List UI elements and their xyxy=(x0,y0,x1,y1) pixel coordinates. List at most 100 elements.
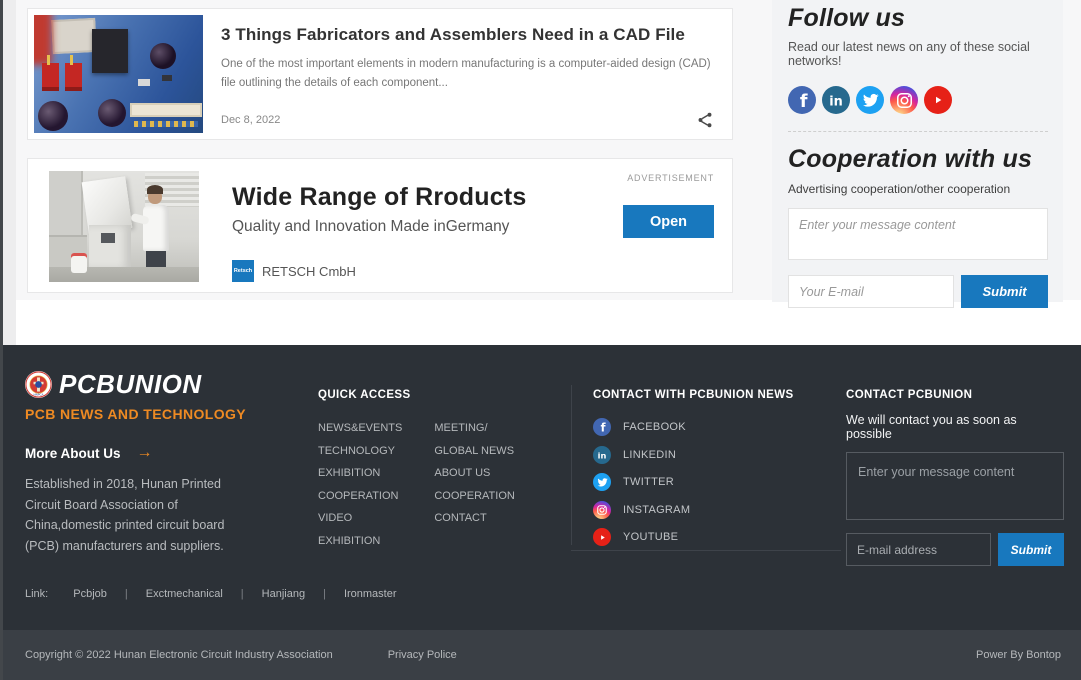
article-thumbnail[interactable] xyxy=(34,15,203,133)
ad-open-button[interactable]: Open xyxy=(623,205,714,238)
cooperation-email-input[interactable] xyxy=(788,275,954,308)
instagram-icon xyxy=(593,500,611,519)
svg-text:HNPCA: HNPCA xyxy=(33,392,43,396)
link-pcbjob[interactable]: Pcbjob xyxy=(73,588,107,600)
contact-pcbunion-subtitle: We will contact you as soon as possible xyxy=(846,413,1017,441)
svg-text:in: in xyxy=(829,94,843,109)
linkedin-icon[interactable]: in xyxy=(822,86,850,114)
facebook-icon[interactable]: f xyxy=(788,86,816,114)
quick-access-col1: NEWS&EVENTS TECHNOLOGY EXHIBITION COOPER… xyxy=(318,422,402,557)
cooperation-subtitle: Advertising cooperation/other cooperatio… xyxy=(788,182,1011,196)
twitter-icon xyxy=(593,473,611,491)
more-about-us-label: More About Us xyxy=(25,445,121,461)
footer-link-global-news[interactable]: GLOBAL NEWS xyxy=(434,444,515,457)
footer-submit-button[interactable]: Submit xyxy=(998,533,1064,566)
footer-link-cooperation-2[interactable]: COOPERATION xyxy=(434,489,515,502)
footer-link-meeting[interactable]: MEETING/ xyxy=(434,422,488,434)
pcb-photo-chip xyxy=(92,29,128,73)
quick-access-columns: NEWS&EVENTS TECHNOLOGY EXHIBITION COOPER… xyxy=(318,422,515,557)
footer-instagram-label: INSTAGRAM xyxy=(623,503,691,516)
footer-links-row: Link: Pcbjob | Exctmechanical | Hanjiang… xyxy=(25,588,397,600)
copyright-text: Copyright © 2022 Hunan Electronic Circui… xyxy=(25,649,333,661)
privacy-police-link[interactable]: Privacy Police xyxy=(387,649,457,661)
footer-link-cooperation[interactable]: COOPERATION xyxy=(318,489,399,502)
youtube-icon[interactable] xyxy=(924,86,952,114)
ad-advertiser-row: Retsch RETSCH CmbH xyxy=(232,260,594,282)
footer-youtube-link[interactable]: YOUTUBE xyxy=(593,528,794,546)
article-meta: Dec 8, 2022 xyxy=(221,111,718,129)
page-left-gutter xyxy=(3,0,16,345)
footer-link-video[interactable]: VIDEO xyxy=(318,512,353,524)
ad-image[interactable] xyxy=(49,171,199,282)
svg-text:f: f xyxy=(601,422,606,435)
footer-facebook-label: FACEBOOK xyxy=(623,421,686,433)
footer-message-input[interactable] xyxy=(846,452,1064,520)
retsch-logo: Retsch xyxy=(232,260,254,282)
footer-link-exhibition-2[interactable]: EXHIBITION xyxy=(318,534,381,547)
pcb-photo-capacitor-1 xyxy=(38,101,68,131)
article-title[interactable]: 3 Things Fabricators and Assemblers Need… xyxy=(221,25,685,44)
copyright-bar: Copyright © 2022 Hunan Electronic Circui… xyxy=(3,630,1081,680)
cooperation-form-row: Submit xyxy=(788,275,1048,308)
article-date: Dec 8, 2022 xyxy=(221,114,281,126)
pcb-photo-red-blur xyxy=(34,15,52,65)
cooperation-title: Cooperation with us xyxy=(788,145,1033,173)
footer-quick-access: QUICK ACCESS NEWS&EVENTS TECHNOLOGY EXHI… xyxy=(318,389,515,557)
footer-contact-news: CONTACT WITH PCBUNION NEWS f FACEBOOK in… xyxy=(593,389,794,546)
ad-right-column: ADVERTISEMENT Open xyxy=(594,171,714,280)
footer-logo-row[interactable]: HNPCA PCBUNION xyxy=(25,369,275,400)
footer-email-input[interactable] xyxy=(846,533,991,566)
footer-link-contact[interactable]: CONTACT xyxy=(434,512,487,524)
contact-news-heading: CONTACT WITH PCBUNION NEWS xyxy=(593,389,794,401)
ad-subtitle: Quality and Innovation Made inGermany xyxy=(232,218,510,235)
pcb-photo-socket-strip xyxy=(130,103,202,117)
arrow-right-icon: → xyxy=(136,444,153,461)
quick-access-col2: MEETING/ GLOBAL NEWS ABOUT US COOPERATIO… xyxy=(434,422,514,557)
more-about-us-link[interactable]: More About Us → xyxy=(25,444,275,462)
instagram-icon[interactable] xyxy=(890,86,918,114)
footer: HNPCA PCBUNION PCB NEWS AND TECHNOLOGY M… xyxy=(3,345,1081,680)
ad-photo-machine-panel xyxy=(101,233,115,243)
footer-form-row: Submit xyxy=(846,533,1064,566)
footer-link-exhibition[interactable]: EXHIBITION xyxy=(318,467,381,479)
pcb-photo-pin-2 xyxy=(70,55,73,65)
quick-access-heading: QUICK ACCESS xyxy=(318,389,411,401)
svg-text:f: f xyxy=(800,92,808,112)
cooperation-submit-button[interactable]: Submit xyxy=(961,275,1048,308)
footer-link-about-us[interactable]: ABOUT US xyxy=(434,467,491,479)
link-exctmechanical[interactable]: Exctmechanical xyxy=(145,588,223,600)
article-body: 3 Things Fabricators and Assemblers Need… xyxy=(203,15,726,133)
footer-social-list: f FACEBOOK in LINKEDIN TWITTER INSTAGRAM xyxy=(593,418,794,546)
footer-brand-name: PCBUNION xyxy=(59,369,202,399)
footer-instagram-link[interactable]: INSTAGRAM xyxy=(593,500,794,519)
svg-text:in: in xyxy=(598,450,607,460)
follow-us-subtitle: Read our latest news on any of these soc… xyxy=(788,40,1030,68)
pcb-photo-connector-1 xyxy=(42,63,59,91)
footer-youtube-label: YOUTUBE xyxy=(623,531,679,543)
cooperation-message-input[interactable] xyxy=(788,208,1048,260)
footer-brand-tagline: PCB NEWS AND TECHNOLOGY xyxy=(25,406,247,422)
footer-twitter-link[interactable]: TWITTER xyxy=(593,473,794,491)
footer-brand-description: Established in 2018, Hunan Printed Circu… xyxy=(25,477,225,553)
link-hanjiang[interactable]: Hanjiang xyxy=(261,588,306,600)
link-ironmaster[interactable]: Ironmaster xyxy=(343,588,397,600)
footer-linkedin-link[interactable]: in LINKEDIN xyxy=(593,445,794,464)
linkedin-icon: in xyxy=(593,445,611,464)
footer-link-news-events[interactable]: NEWS&EVENTS xyxy=(318,422,403,434)
pcb-photo-connector-2 xyxy=(65,63,82,91)
follow-us-title: Follow us xyxy=(788,4,906,32)
ad-photo-machine-body xyxy=(89,225,131,269)
footer-horizontal-divider xyxy=(571,550,841,551)
footer-link-technology[interactable]: TECHNOLOGY xyxy=(318,444,396,457)
twitter-icon[interactable] xyxy=(856,86,884,114)
ad-photo-jug xyxy=(71,253,87,273)
pcb-photo-smd-2 xyxy=(162,75,172,81)
share-icon[interactable] xyxy=(696,111,714,129)
link-separator: | xyxy=(240,588,244,600)
pcbunion-logo-icon: HNPCA xyxy=(25,371,52,398)
ad-title[interactable]: Wide Range of Rroducts xyxy=(232,183,527,211)
pcb-photo-pin-1 xyxy=(47,55,50,65)
footer-facebook-link[interactable]: f FACEBOOK xyxy=(593,418,794,436)
footer-twitter-label: TWITTER xyxy=(623,476,674,488)
pcb-photo-label xyxy=(51,17,97,55)
